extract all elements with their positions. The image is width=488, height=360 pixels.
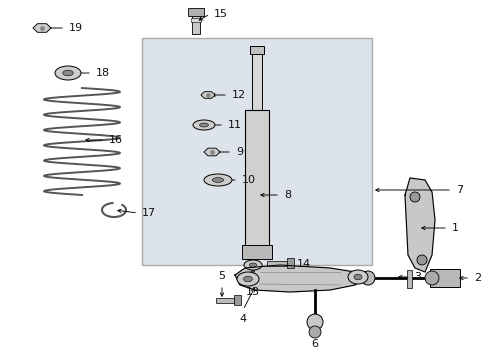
Ellipse shape [62, 70, 73, 76]
Text: 17: 17 [142, 208, 156, 218]
Circle shape [409, 192, 419, 202]
Bar [244, 110, 268, 255]
Text: 9: 9 [236, 147, 243, 157]
Text: 1: 1 [451, 223, 458, 233]
Bar [249, 46, 264, 54]
Bar [187, 8, 203, 16]
Bar [249, 127, 264, 147]
Bar [216, 297, 234, 302]
Bar [234, 295, 241, 305]
Text: 11: 11 [227, 120, 242, 130]
Text: 7: 7 [455, 185, 462, 195]
Polygon shape [201, 92, 215, 98]
Bar [142, 38, 371, 265]
Bar [406, 270, 411, 288]
Bar [429, 269, 459, 287]
Circle shape [360, 271, 374, 285]
Text: 3: 3 [413, 272, 420, 282]
Ellipse shape [353, 274, 361, 280]
Ellipse shape [193, 120, 215, 130]
Text: 14: 14 [296, 259, 310, 269]
Ellipse shape [237, 272, 259, 286]
Text: 18: 18 [96, 68, 110, 78]
Circle shape [424, 271, 438, 285]
Polygon shape [203, 148, 220, 156]
Ellipse shape [199, 123, 208, 127]
Ellipse shape [55, 66, 81, 80]
Text: 5: 5 [218, 271, 225, 281]
Text: 8: 8 [284, 190, 290, 200]
Text: 6: 6 [311, 339, 318, 349]
Ellipse shape [212, 177, 223, 183]
Bar [191, 18, 201, 22]
Text: 10: 10 [242, 175, 256, 185]
Polygon shape [235, 265, 369, 292]
Bar [286, 258, 293, 268]
Text: 16: 16 [109, 135, 123, 145]
Bar [251, 52, 262, 145]
Circle shape [416, 255, 426, 265]
Polygon shape [404, 178, 434, 272]
Circle shape [308, 326, 320, 338]
Circle shape [306, 314, 323, 330]
Text: 4: 4 [239, 314, 246, 324]
Text: 15: 15 [214, 9, 227, 19]
Polygon shape [33, 24, 51, 32]
Text: 13: 13 [245, 287, 260, 297]
Text: 12: 12 [231, 90, 245, 100]
Text: 19: 19 [69, 23, 83, 33]
Ellipse shape [347, 270, 367, 284]
Bar [266, 261, 286, 266]
Bar [242, 245, 271, 259]
Ellipse shape [244, 260, 262, 270]
Ellipse shape [249, 263, 256, 267]
Text: 2: 2 [473, 273, 480, 283]
Ellipse shape [203, 174, 231, 186]
Bar [192, 12, 200, 34]
Ellipse shape [243, 276, 252, 282]
